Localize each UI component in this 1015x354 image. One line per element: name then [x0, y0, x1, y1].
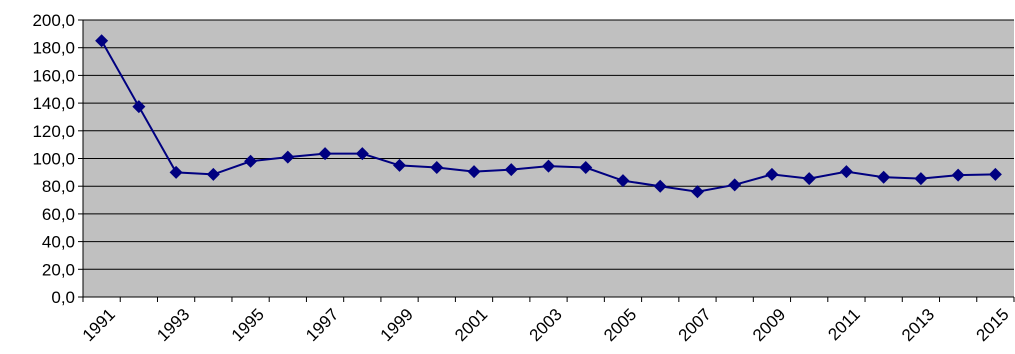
- data-point-marker: [542, 159, 555, 173]
- data-point-marker: [728, 178, 742, 192]
- y-tick-label: 40,0: [42, 233, 75, 252]
- data-point-marker: [430, 161, 444, 175]
- series-layer: [95, 34, 1002, 199]
- data-point-marker: [318, 147, 332, 161]
- data-point-marker: [877, 170, 891, 184]
- data-point-marker: [839, 165, 853, 179]
- x-tick-label: 2011: [824, 305, 863, 344]
- data-point-marker: [244, 154, 258, 168]
- y-tick-label: 200,0: [32, 11, 75, 30]
- y-tick-label: 0,0: [51, 288, 75, 307]
- x-tick-label: 2007: [675, 305, 715, 345]
- data-point-marker: [95, 34, 109, 48]
- data-point-marker: [206, 167, 220, 181]
- gridlines: [83, 19, 1014, 270]
- data-point-marker: [169, 165, 183, 179]
- y-tick-label: 140,0: [32, 94, 75, 113]
- x-tick-label: 2003: [526, 305, 566, 345]
- x-tick-label: 2005: [600, 305, 640, 345]
- data-point-marker: [765, 167, 779, 181]
- y-tick-label: 60,0: [42, 205, 75, 224]
- x-axis-tick-labels: 1991 1993 1995 1997 1999 2001 2003 2005 2007 2009…: [79, 297, 1015, 345]
- y-tick-label: 180,0: [32, 39, 75, 58]
- x-tick-label: 2015: [973, 305, 1013, 345]
- data-point-marker: [951, 168, 965, 182]
- y-tick-label: 120,0: [32, 122, 75, 141]
- x-tick-label: 2013: [898, 305, 938, 345]
- data-point-marker: [132, 100, 146, 114]
- data-point-marker: [355, 147, 369, 161]
- data-point-marker: [914, 172, 928, 186]
- data-point-marker: [504, 163, 518, 177]
- data-point-marker: [281, 150, 295, 164]
- data-point-marker: [653, 179, 667, 193]
- data-point-marker: [579, 161, 593, 175]
- y-tick-label: 20,0: [42, 260, 75, 279]
- data-point-marker: [393, 158, 407, 172]
- y-tick-label: 100,0: [32, 150, 75, 169]
- y-axis-tick-labels: 0,0 20,0 40,0 60,0 80,0 100,0 120,0 140,0 160,0 1…: [32, 11, 83, 307]
- data-point-marker: [690, 185, 704, 199]
- x-tick-label: 2009: [749, 305, 789, 345]
- y-tick-label: 80,0: [42, 177, 75, 196]
- data-point-marker: [802, 172, 816, 186]
- x-tick-label: 1999: [377, 305, 417, 345]
- x-tick-label: 1993: [153, 305, 193, 345]
- y-tick-label: 160,0: [32, 66, 75, 85]
- x-tick-label: 1991: [79, 305, 119, 345]
- data-point-marker: [988, 167, 1002, 181]
- x-tick-label: 1997: [302, 305, 342, 345]
- data-point-marker: [467, 165, 481, 179]
- data-point-marker: [616, 174, 630, 188]
- x-tick-label: 2001: [451, 305, 491, 345]
- x-tick-label: 1995: [228, 305, 268, 345]
